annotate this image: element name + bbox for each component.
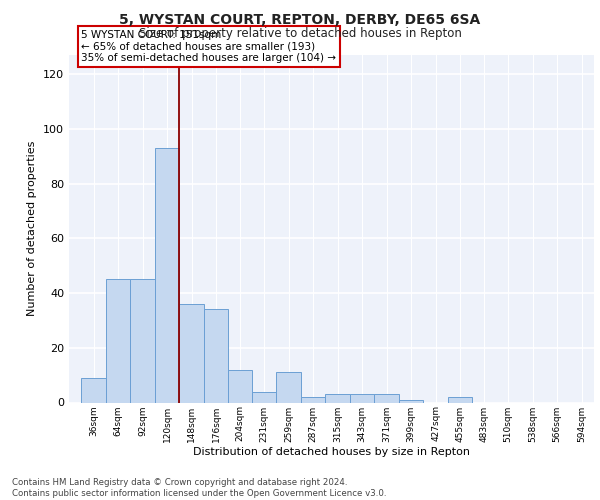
Text: 5 WYSTAN COURT: 151sqm
← 65% of detached houses are smaller (193)
35% of semi-de: 5 WYSTAN COURT: 151sqm ← 65% of detached… [81,30,336,63]
Bar [106,280,130,402]
Bar [350,394,374,402]
Text: Size of property relative to detached houses in Repton: Size of property relative to detached ho… [139,28,461,40]
Bar [252,392,277,402]
Bar [228,370,252,402]
Text: Contains HM Land Registry data © Crown copyright and database right 2024.
Contai: Contains HM Land Registry data © Crown c… [12,478,386,498]
Bar [130,280,155,402]
Y-axis label: Number of detached properties: Number of detached properties [28,141,37,316]
X-axis label: Distribution of detached houses by size in Repton: Distribution of detached houses by size … [193,447,470,457]
Bar [325,394,350,402]
Bar [277,372,301,402]
Bar [179,304,204,402]
Bar [301,397,325,402]
Bar [204,310,228,402]
Bar [374,394,399,402]
Bar [448,397,472,402]
Text: 5, WYSTAN COURT, REPTON, DERBY, DE65 6SA: 5, WYSTAN COURT, REPTON, DERBY, DE65 6SA [119,12,481,26]
Bar [399,400,424,402]
Bar [81,378,106,402]
Bar [155,148,179,403]
